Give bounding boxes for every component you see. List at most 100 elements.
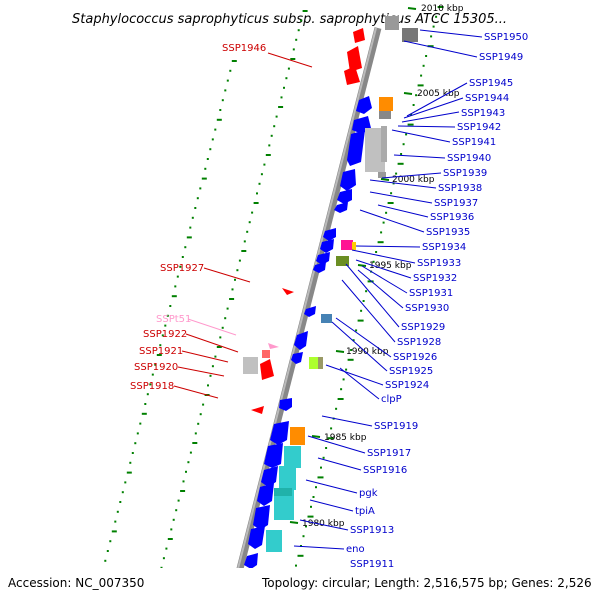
forward-gene-arrow[interactable] [253, 505, 270, 530]
gene-label[interactable]: SSP1934 [422, 242, 466, 253]
gene-label[interactable]: SSP1924 [385, 380, 429, 391]
gc-tick [246, 230, 249, 233]
gene-block[interactable] [243, 357, 258, 374]
gene-block[interactable] [352, 242, 356, 250]
gene-label[interactable]: SSP1926 [393, 352, 437, 363]
forward-gene-arrow[interactable] [264, 443, 283, 468]
gene-block[interactable] [290, 427, 305, 445]
forward-gene-arrow[interactable] [261, 466, 278, 487]
gene-label[interactable]: SSP1928 [397, 337, 441, 348]
gene-label[interactable]: SSP1930 [405, 303, 449, 314]
reverse-gene-arrow[interactable] [260, 359, 274, 380]
gene-label[interactable]: SSP1932 [413, 273, 457, 284]
leader-line [187, 318, 237, 336]
gene-block[interactable] [321, 314, 332, 323]
gene-label[interactable]: eno [346, 544, 365, 555]
forward-gene-arrow[interactable] [347, 130, 365, 166]
gene-label[interactable]: SSP1933 [417, 258, 461, 269]
forward-gene-arrow[interactable] [244, 553, 258, 569]
gene-label[interactable]: pgk [359, 488, 378, 499]
gene-label[interactable]: SSP1929 [401, 322, 445, 333]
gene-block[interactable] [318, 357, 323, 369]
gene-block[interactable] [379, 97, 393, 111]
gene-label[interactable]: SSP1939 [443, 168, 487, 179]
gene-block[interactable] [365, 128, 385, 172]
gene-label[interactable]: SSP1938 [438, 183, 482, 194]
reverse-gene-arrow[interactable] [353, 28, 365, 43]
gene-block[interactable] [385, 16, 399, 30]
gene-label[interactable]: SSP1950 [484, 32, 528, 43]
gene-block[interactable] [266, 530, 282, 552]
reverse-gene-labels: SSP1946 SSP1927 SSPt51 SSP1922 SSP1921 S… [130, 43, 266, 392]
gene-block[interactable] [274, 488, 292, 496]
trna-label[interactable]: SSPt51 [156, 314, 191, 325]
reverse-gene-arrow[interactable] [347, 46, 362, 72]
gc-tick [432, 25, 435, 28]
gene-label[interactable]: SSP1936 [430, 212, 474, 223]
gc-tick [290, 58, 296, 60]
gene-label[interactable]: SSP1943 [461, 108, 505, 119]
gc-tick [164, 324, 167, 327]
gene-block[interactable] [402, 28, 418, 42]
gene-block[interactable] [341, 240, 353, 250]
gene-label[interactable]: SSP1921 [139, 346, 183, 357]
gene-block[interactable] [336, 256, 349, 266]
gene-label[interactable]: SSP1922 [143, 329, 187, 340]
gene-label[interactable]: SSP1942 [457, 122, 501, 133]
gene-label[interactable]: SSP1931 [409, 288, 453, 299]
gene-block[interactable] [309, 357, 319, 369]
gene-block[interactable] [279, 466, 296, 490]
gene-label[interactable]: SSP1949 [479, 52, 523, 63]
gene-label[interactable]: SSP1925 [389, 366, 433, 377]
gc-tick [387, 202, 394, 204]
forward-gene-arrow[interactable] [294, 331, 308, 350]
forward-gene-arrow[interactable] [279, 398, 292, 411]
forward-gene-arrow[interactable] [291, 352, 303, 364]
reverse-gene-arrow[interactable] [344, 66, 360, 85]
gene-label[interactable]: SSP1937 [434, 198, 478, 209]
gene-label[interactable]: SSP1945 [469, 78, 513, 89]
gene-label[interactable]: SSP1917 [367, 448, 411, 459]
gene-label[interactable]: SSP1913 [350, 525, 394, 536]
gene-label[interactable]: SSP1918 [130, 381, 174, 392]
forward-gene-arrow[interactable] [337, 189, 352, 204]
reverse-gene-arrow[interactable] [251, 406, 264, 414]
leader-line [309, 499, 354, 512]
forward-gene-arrow[interactable] [313, 262, 326, 273]
gene-label[interactable]: SSP1927 [160, 263, 204, 274]
leader-line [397, 125, 456, 128]
gc-tick [209, 374, 212, 377]
gene-label[interactable]: SSP1916 [363, 465, 407, 476]
gene-label[interactable]: SSP1919 [374, 421, 418, 432]
gc-tick [166, 314, 169, 317]
gene-block[interactable] [381, 126, 387, 162]
forward-gene-arrow[interactable] [270, 421, 289, 445]
forward-gene-arrow[interactable] [340, 169, 356, 191]
forward-gene-arrow[interactable] [248, 526, 265, 549]
forward-gene-arrow[interactable] [316, 252, 330, 265]
gene-label[interactable]: SSP1935 [426, 227, 470, 238]
reverse-gene-arrow[interactable] [282, 288, 294, 295]
forward-gene-arrow[interactable] [304, 306, 316, 317]
gene-label[interactable]: tpiA [355, 506, 375, 517]
forward-gene-arrow[interactable] [323, 228, 336, 241]
gc-tick [430, 35, 433, 38]
gene-block[interactable] [262, 350, 270, 358]
gene-label[interactable]: SSP1920 [134, 362, 178, 373]
forward-gene-arrow[interactable] [356, 96, 372, 114]
gene-block[interactable] [379, 111, 391, 119]
gene-label[interactable]: SSP1940 [447, 153, 491, 164]
gene-label[interactable]: SSP1944 [465, 93, 509, 104]
gene-label[interactable]: SSP1946 [222, 43, 266, 54]
gc-tick [270, 134, 273, 137]
gene-block[interactable] [378, 172, 386, 178]
gene-label[interactable]: SSP1941 [452, 137, 496, 148]
gc-tick [106, 550, 109, 552]
trna-arrow[interactable] [268, 343, 279, 349]
gene-label[interactable]: clpP [381, 394, 402, 405]
gene-label[interactable]: SSP1911 [350, 559, 394, 570]
gene-block[interactable] [284, 446, 301, 468]
forward-gene-arrow[interactable] [334, 202, 348, 213]
forward-gene-arrow[interactable] [257, 483, 274, 506]
forward-gene-arrow[interactable] [320, 239, 334, 253]
